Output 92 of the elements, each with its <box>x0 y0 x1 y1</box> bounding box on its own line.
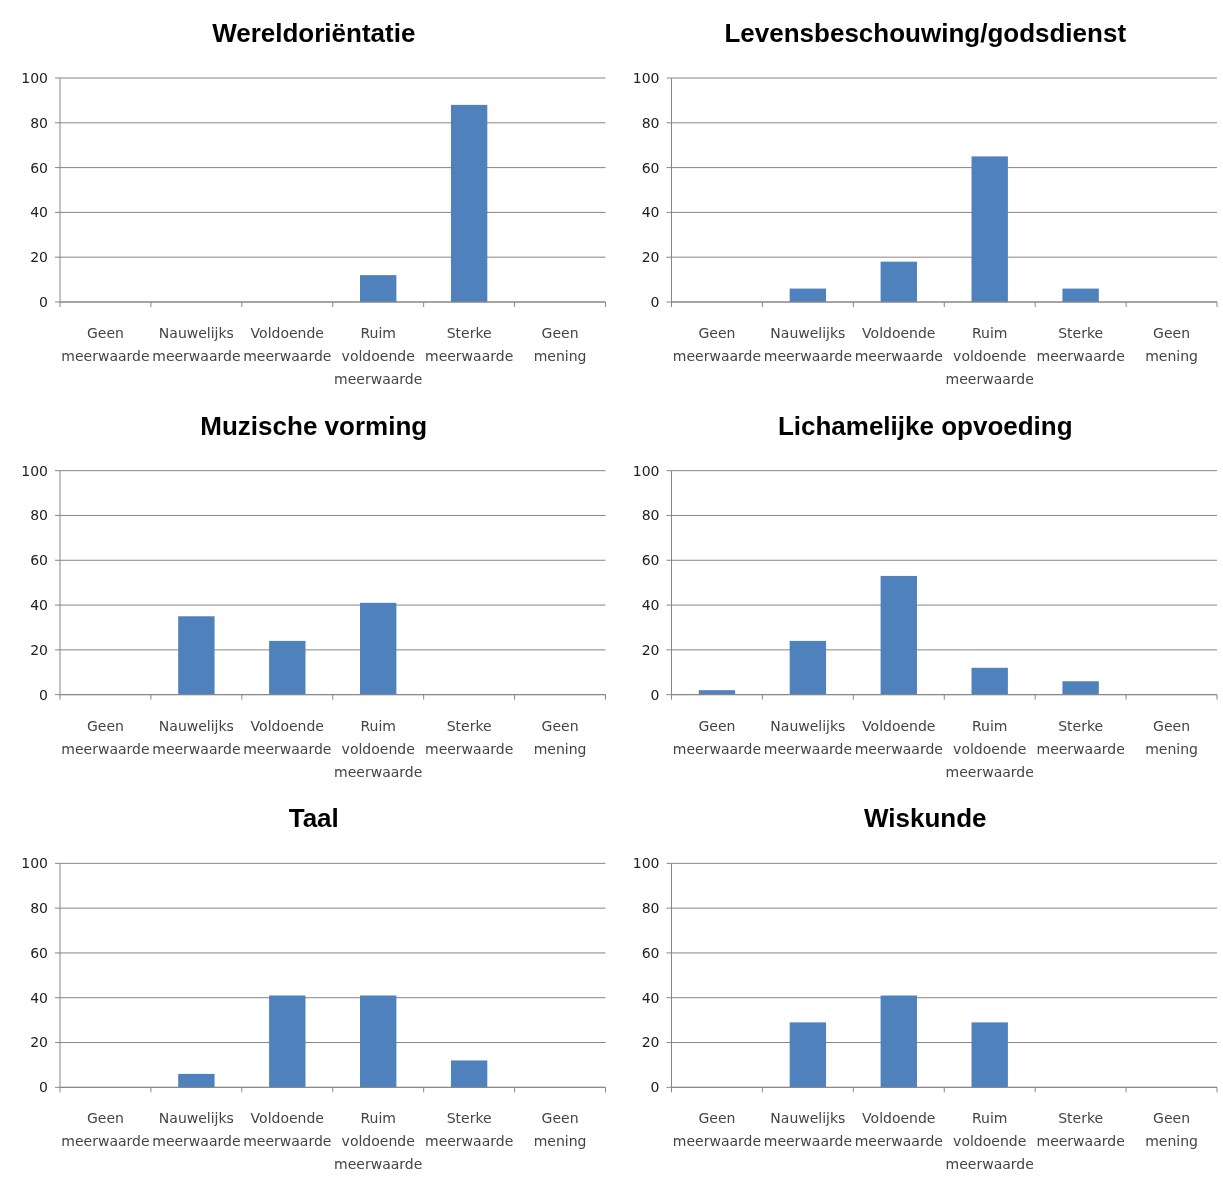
y-tick-label: 20 <box>30 249 48 266</box>
x-tick-label: Ruim voldoende meerwaarde <box>334 717 423 780</box>
x-tick-label: Geen mening <box>1145 1110 1198 1150</box>
y-tick-label: 0 <box>39 686 48 703</box>
x-tick-label: Geen meerwaarde <box>672 1110 762 1150</box>
y-tick-label: 80 <box>30 507 48 524</box>
bar <box>178 616 215 695</box>
x-tick-label: Voldoende meerwaarde <box>854 1110 943 1150</box>
y-tick-label: 20 <box>641 249 660 266</box>
bar <box>1062 288 1099 302</box>
x-tick-label: Sterke meerwaarde <box>425 717 514 757</box>
x-tick-label: Sterke meerwaarde <box>425 325 514 364</box>
y-tick-label: 20 <box>30 1034 48 1051</box>
x-tick-label: Ruim voldoende meerwaarde <box>334 1110 423 1173</box>
x-tick-label: Geen mening <box>533 717 587 757</box>
y-tick-label: 60 <box>30 552 48 569</box>
x-tick-label: Geen meerwaarde <box>61 717 150 757</box>
bar <box>178 1073 215 1088</box>
x-tick-label: Voldoende meerwaarde <box>243 1110 332 1150</box>
x-tick-label: Nauwelijks meerwaarde <box>152 325 241 364</box>
y-tick-label: 40 <box>641 989 660 1006</box>
y-tick-label: 40 <box>30 204 48 221</box>
x-tick-label: Sterke meerwaarde <box>1036 1110 1125 1150</box>
y-tick-label: 100 <box>21 462 48 479</box>
bar <box>789 640 827 695</box>
y-tick-label: 40 <box>641 596 660 613</box>
x-tick-label: Ruim voldoende meerwaarde <box>945 325 1034 387</box>
x-tick-label: Sterke meerwaarde <box>425 1110 514 1150</box>
chart-title: Taal <box>288 803 339 834</box>
y-tick-label: 40 <box>30 989 48 1006</box>
x-tick-label: Sterke meerwaarde <box>1036 717 1125 757</box>
chart-title: Wiskunde <box>863 803 987 834</box>
y-tick-label: 20 <box>30 641 48 658</box>
x-tick-label: Voldoende meerwaarde <box>243 717 332 757</box>
chart-title: Levensbeschouwing/godsdienst <box>724 18 1127 48</box>
y-tick-label: 80 <box>30 114 48 131</box>
x-tick-label: Geen mening <box>533 325 587 364</box>
x-tick-label: Geen meerwaarde <box>61 325 150 364</box>
y-tick-label: 20 <box>641 641 660 658</box>
y-tick-label: 100 <box>21 855 48 872</box>
chart-title: Muzische vorming <box>200 410 428 441</box>
bar <box>450 1060 488 1088</box>
x-tick-label: Nauwelijks meerwaarde <box>763 325 852 364</box>
y-tick-label: 80 <box>641 507 660 524</box>
y-tick-label: 0 <box>39 1079 48 1096</box>
x-tick-label: Nauwelijks meerwaarde <box>763 717 852 757</box>
y-tick-label: 60 <box>30 159 48 176</box>
y-tick-label: 0 <box>650 686 660 703</box>
x-tick-label: Ruim voldoende meerwaarde <box>945 717 1034 780</box>
x-tick-label: Ruim voldoende meerwaarde <box>945 1110 1034 1173</box>
y-tick-label: 0 <box>650 293 660 310</box>
y-tick-label: 100 <box>632 855 660 872</box>
y-tick-label: 100 <box>21 69 48 86</box>
x-tick-label: Geen mening <box>533 1110 587 1150</box>
y-tick-label: 80 <box>30 900 48 917</box>
y-tick-label: 60 <box>30 944 48 961</box>
y-tick-label: 20 <box>641 1034 660 1051</box>
x-tick-label: Nauwelijks meerwaarde <box>152 1110 241 1150</box>
y-tick-label: 60 <box>641 552 660 569</box>
bar <box>971 156 1008 302</box>
bar <box>269 640 306 695</box>
x-tick-label: Geen meerwaarde <box>61 1110 150 1150</box>
y-tick-label: 0 <box>650 1079 660 1096</box>
x-tick-label: Geen meerwaarde <box>672 325 762 364</box>
chart-title: Wereldoriëntatie <box>212 18 416 48</box>
chart-title: Lichamelijke opvoeding <box>777 410 1073 441</box>
y-tick-label: 40 <box>30 596 48 613</box>
y-tick-label: 100 <box>632 462 660 479</box>
x-tick-label: Voldoende meerwaarde <box>854 325 943 364</box>
x-tick-label: Geen mening <box>1145 325 1198 364</box>
bar <box>269 995 306 1088</box>
y-tick-label: 60 <box>641 159 660 176</box>
x-tick-label: Geen mening <box>1145 717 1198 757</box>
y-tick-label: 80 <box>641 900 660 917</box>
x-tick-label: Ruim voldoende meerwaarde <box>334 325 423 387</box>
y-tick-label: 0 <box>39 293 48 310</box>
x-tick-label: Voldoende meerwaarde <box>243 325 332 364</box>
x-tick-label: Geen meerwaarde <box>672 717 762 757</box>
y-tick-label: 80 <box>641 114 660 131</box>
bar <box>360 995 397 1088</box>
x-tick-label: Sterke meerwaarde <box>1036 325 1125 364</box>
bar <box>360 602 397 695</box>
y-tick-label: 40 <box>641 204 660 221</box>
x-tick-label: Voldoende meerwaarde <box>854 717 943 757</box>
bar <box>880 575 917 695</box>
y-tick-label: 60 <box>641 944 660 961</box>
x-tick-label: Nauwelijks meerwaarde <box>763 1110 852 1150</box>
bar <box>1062 681 1099 695</box>
bar <box>880 261 917 302</box>
bar <box>971 667 1008 695</box>
x-tick-label: Nauwelijks meerwaarde <box>152 717 241 757</box>
y-tick-label: 100 <box>632 69 660 86</box>
